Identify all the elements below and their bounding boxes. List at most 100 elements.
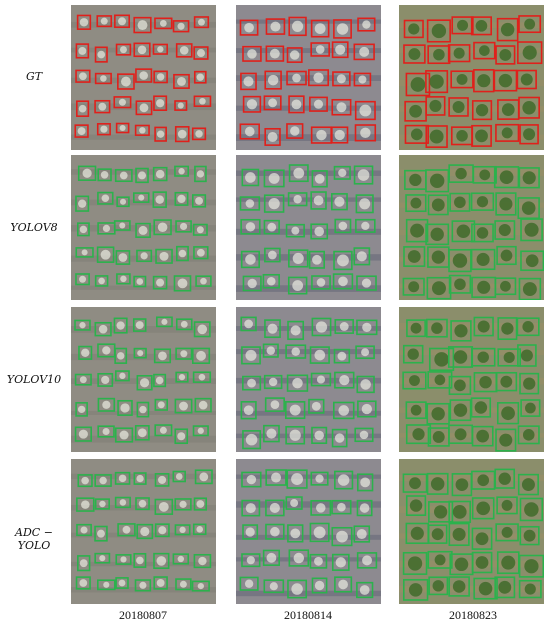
plant-seedling [338,168,347,177]
prediction-box [136,523,154,540]
plant-seedling [316,503,326,513]
prediction-box [136,375,153,391]
plant-seedling [290,499,299,508]
prediction-box [425,223,450,246]
plant-seedling [198,400,208,410]
plant-seedling [477,280,491,294]
plant-seedling [267,222,277,232]
plant-seedling [334,129,345,141]
detection-panel-r3-c2 [236,307,381,452]
plant-seedling [477,474,490,487]
plant-seedling [99,500,106,508]
plant-seedling [456,73,468,85]
plant-seedling [476,429,490,443]
plant-seedling [501,103,515,116]
plant-seedling [334,433,345,443]
plant-seedling [245,349,257,361]
plant-seedling [337,474,350,486]
plant-seedling [335,44,346,55]
plant-seedling [501,555,516,570]
ground-truth-box [286,123,304,139]
prediction-box [353,165,374,185]
plant-seedling [247,378,256,388]
plant-seedling [407,556,423,571]
prediction-box [241,346,261,365]
plant-seedling [137,45,147,55]
plant-seedling [501,499,513,511]
prediction-box [311,577,328,594]
plant-seedling [245,527,255,537]
plant-seedling [409,375,420,386]
plant-seedling [316,278,326,287]
plant-seedling [498,73,513,88]
plant-seedling [455,167,467,180]
plant-seedling [139,71,148,80]
prediction-box [519,525,540,546]
prediction-box [331,428,348,448]
ground-truth-box [425,125,448,148]
plant-seedling [120,556,127,563]
plant-seedling [362,555,373,566]
soil-row [71,134,216,140]
ground-truth-box [242,45,262,62]
plant-seedling [430,227,444,242]
plant-seedling [313,99,324,109]
prediction-box [357,400,377,418]
prediction-box [310,223,329,240]
plant-seedling [362,322,372,333]
prediction-box [134,579,152,592]
plant-seedling [78,199,87,208]
plant-seedling [269,48,280,59]
plant-seedling [101,375,110,385]
plant-seedling [138,225,148,235]
prediction-box [516,317,540,337]
plant-seedling [138,171,147,180]
plant-seedling [499,197,513,211]
ground-truth-box [495,45,516,65]
soil-row [236,349,381,355]
ground-truth-box [264,127,281,146]
plant-seedling [79,275,87,283]
plant-seedling [409,173,422,187]
plant-seedling [179,526,186,533]
plant-seedling [337,254,349,267]
ground-truth-box [74,124,89,138]
prediction-box [115,554,132,565]
prediction-box [94,321,112,337]
prediction-box [174,498,192,511]
plant-seedling [314,556,323,566]
detection-panel-r3-c3 [399,307,544,452]
plant-seedling [358,75,367,84]
prediction-box [114,347,128,364]
plant-seedling [316,375,326,384]
prediction-box [242,524,259,540]
prediction-box [153,552,170,569]
prediction-box [405,218,429,243]
plant-seedling [79,376,87,384]
plant-seedling [243,405,254,416]
ground-truth-box [404,124,429,144]
plant-seedling [359,503,370,513]
plant-seedling [291,226,300,235]
prediction-box [494,576,516,599]
plant-seedling [431,23,447,39]
plant-seedling [156,579,165,587]
plant-seedling [503,351,515,364]
plant-seedling [196,226,204,234]
prediction-box [285,223,305,238]
plant-seedling [139,405,147,414]
plant-seedling [118,579,126,587]
prediction-box [265,469,287,486]
plant-seedling [338,276,348,287]
plant-seedling [431,407,445,421]
plant-seedling [122,525,131,534]
prediction-box [448,576,470,597]
prediction-box [191,194,207,208]
plant-seedling [289,50,300,60]
plant-seedling [137,20,148,31]
prediction-box [334,319,354,334]
plant-seedling [116,352,125,360]
row-label-adc-yolo: ADC − YOLO [15,526,53,552]
ground-truth-box [427,45,451,65]
prediction-box [497,348,521,367]
